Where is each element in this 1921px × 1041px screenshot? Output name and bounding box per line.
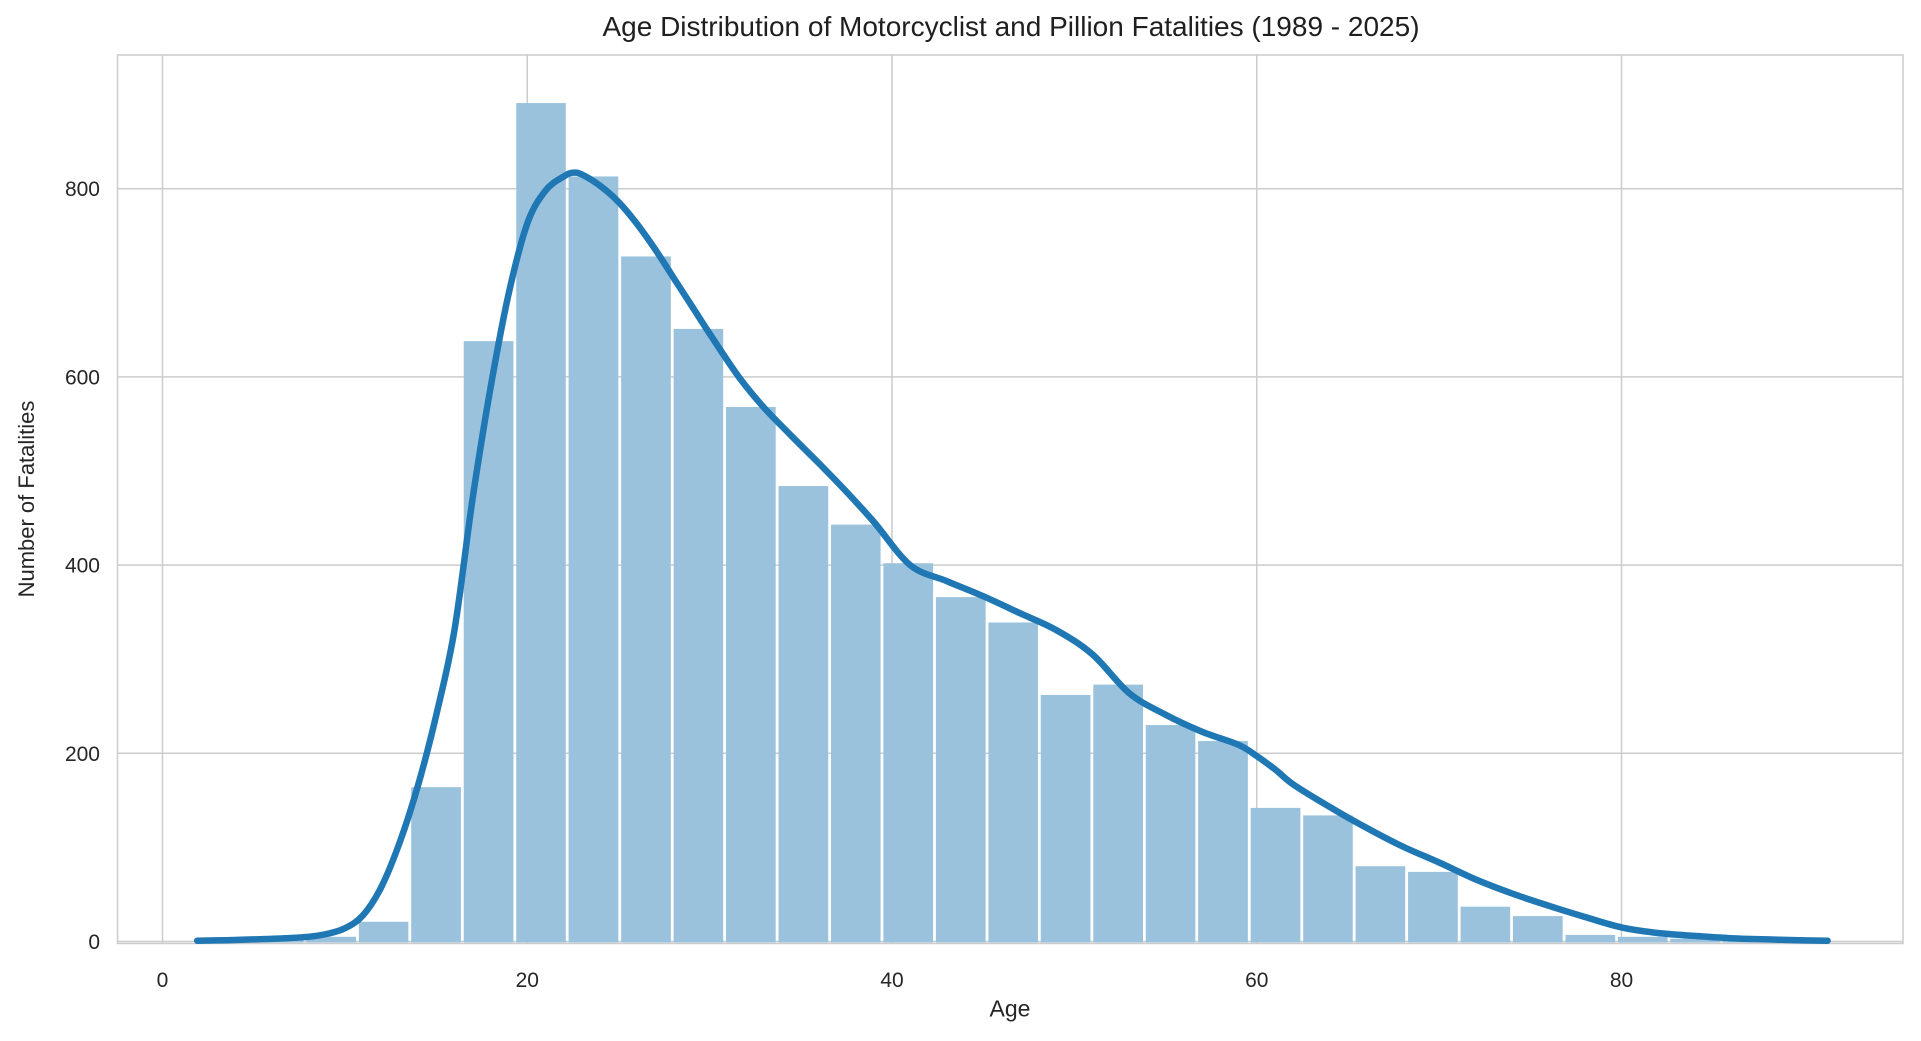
y-tick-label: 800	[65, 178, 100, 201]
histogram-bar	[1093, 684, 1144, 943]
histogram-bar	[306, 936, 357, 943]
histogram-bar	[1198, 741, 1248, 943]
histogram-bar	[568, 176, 619, 943]
histogram-bar	[1355, 866, 1406, 943]
histogram-bar	[988, 622, 1038, 943]
x-axis-label: Age	[989, 995, 1031, 1022]
x-tick-label: 20	[516, 969, 539, 992]
histogram-bar	[1145, 725, 1196, 943]
y-axis-label: Number of Fatalities	[14, 400, 39, 598]
y-tick-label: 600	[65, 366, 100, 389]
histogram-bar	[1617, 936, 1668, 943]
histogram-bar	[1250, 807, 1301, 943]
histogram-bar	[1040, 694, 1091, 943]
kde-curve	[193, 169, 1831, 944]
histogram-bar	[883, 563, 934, 943]
histogram-bar	[463, 341, 514, 943]
histogram-bar	[673, 328, 724, 943]
y-tick-label: 200	[65, 743, 100, 766]
histogram-bar	[1565, 934, 1616, 943]
histogram-bar	[1512, 916, 1563, 943]
histogram-bar	[1303, 815, 1353, 943]
histogram-bar	[935, 597, 986, 943]
histogram-bar	[1670, 938, 1721, 943]
chart-title: Age Distribution of Motorcyclist and Pil…	[602, 11, 1420, 42]
y-tick-label: 400	[65, 555, 100, 578]
histogram-bar	[358, 921, 409, 943]
y-tick-label: 0	[88, 931, 100, 954]
x-tick-label: 80	[1610, 969, 1633, 992]
histogram-bar	[1408, 871, 1458, 943]
histogram-bar	[411, 787, 461, 943]
x-tick-label: 40	[880, 969, 903, 992]
plot-border	[116, 54, 1904, 945]
histogram-bar	[621, 256, 671, 943]
x-tick-label: 0	[157, 969, 169, 992]
histogram-bar	[725, 407, 776, 943]
histogram-bar	[831, 524, 881, 943]
histogram-bar	[778, 486, 829, 943]
x-tick-label: 60	[1245, 969, 1268, 992]
histogram-bar	[1460, 906, 1511, 943]
